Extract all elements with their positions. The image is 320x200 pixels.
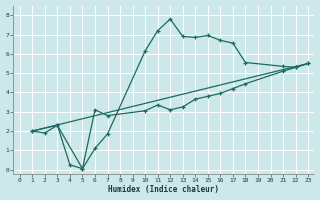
X-axis label: Humidex (Indice chaleur): Humidex (Indice chaleur) — [108, 185, 220, 194]
